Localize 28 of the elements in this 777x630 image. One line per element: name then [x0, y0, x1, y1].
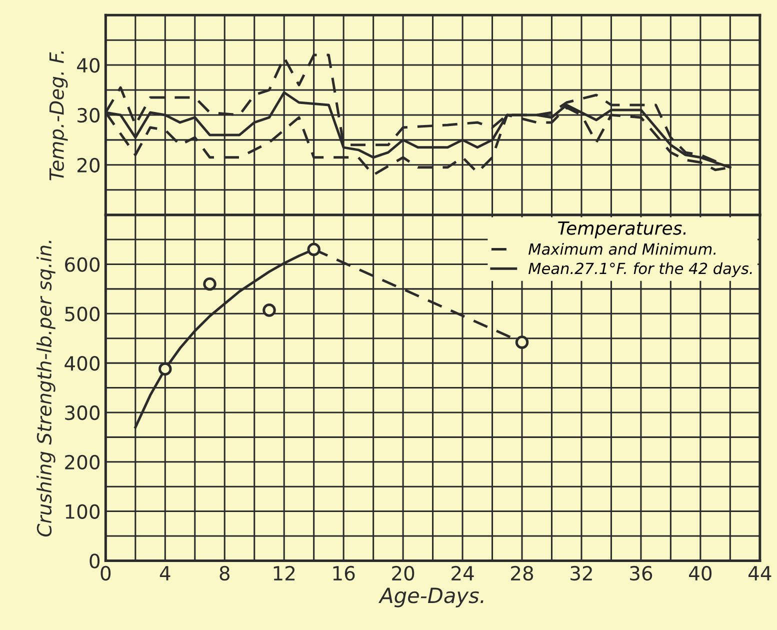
x-tick-label: 0 — [100, 566, 111, 581]
legend-label: Maximum and Minimum. — [528, 243, 716, 255]
y-tick-label: 30 — [78, 108, 100, 123]
x-tick-label: 4 — [160, 566, 170, 580]
x-tick-label: 24 — [452, 566, 474, 580]
y-axis-title: Temp.-Deg. F. — [50, 51, 68, 180]
y-tick-label: 200 — [65, 454, 100, 470]
x-axis-title: Age-Days. — [378, 588, 484, 608]
x-tick-label: 8 — [220, 566, 230, 581]
legend-title: Temperatures. — [558, 221, 686, 238]
x-tick-label: 16 — [333, 566, 355, 581]
y-tick-label: 0 — [90, 554, 100, 568]
y-tick-label: 20 — [77, 158, 100, 173]
y-tick-label: 400 — [64, 356, 100, 371]
legend-label: Mean.27.1°F. for the 42 days. — [528, 262, 752, 278]
x-tick-label: 44 — [748, 566, 772, 580]
x-tick-label: 36 — [630, 566, 652, 581]
x-tick-label: 32 — [570, 566, 592, 581]
x-tick-label: 12 — [274, 566, 295, 580]
y-axis-title: Crushing Strength-lb.per sq.in. — [36, 240, 56, 537]
y-tick-label: 600 — [65, 257, 100, 272]
x-tick-label: 40 — [689, 566, 712, 581]
y-tick-label: 40 — [77, 58, 100, 73]
x-tick-label: 28 — [511, 566, 534, 581]
y-tick-label: 300 — [65, 405, 100, 420]
y-tick-label: 100 — [66, 504, 100, 519]
x-tick-label: 20 — [392, 566, 414, 581]
y-tick-label: 500 — [65, 306, 100, 322]
